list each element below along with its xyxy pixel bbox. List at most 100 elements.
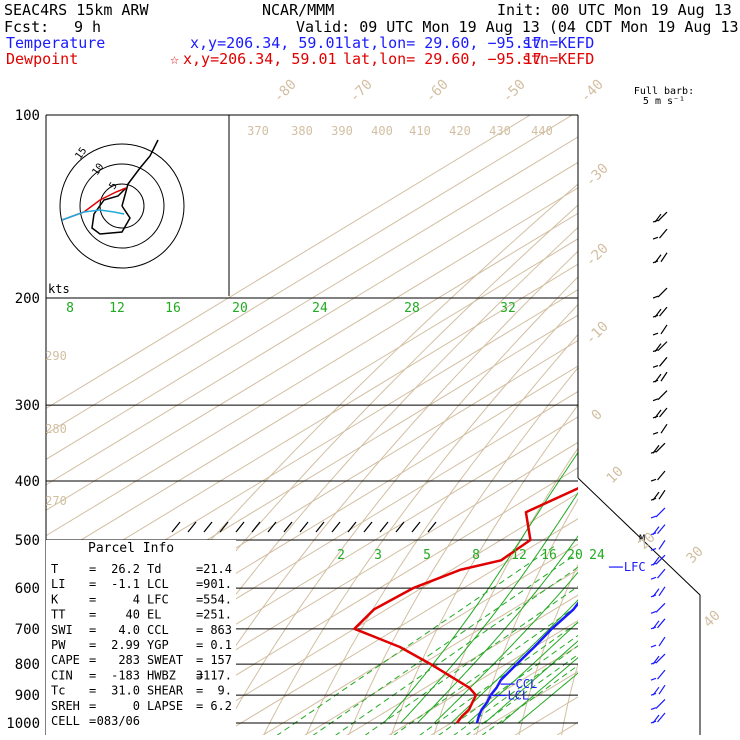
- parcel-info-key: CIN: [51, 668, 73, 682]
- isotherm-line: [430, 645, 578, 735]
- wind-barb: [659, 407, 668, 418]
- hatch-mark: [363, 521, 373, 533]
- wind-barb: [650, 644, 657, 648]
- parcel-info-value: 251.: [203, 608, 232, 622]
- moist-adiabat-line: [417, 535, 578, 724]
- wind-barb: [652, 295, 659, 299]
- parcel-info-eq: =: [196, 562, 203, 576]
- isotherm-label: -80: [271, 77, 300, 106]
- wind-barb: [652, 398, 659, 402]
- isotherm-line: [46, 212, 578, 537]
- wind-barb: [652, 332, 659, 336]
- wind-barb: [657, 524, 666, 535]
- wind-barb: [654, 343, 662, 352]
- parcel-info-key: HWBZ: [147, 668, 176, 682]
- isotherm-line: [46, 289, 578, 613]
- parcel-info-key: LFC: [147, 592, 169, 606]
- wind-barb: [652, 364, 659, 368]
- wind-barb: [652, 620, 660, 630]
- wind-barb: [655, 653, 666, 664]
- mixing-ratio-label: 16: [541, 548, 557, 563]
- mixing-ratio-line: [419, 621, 578, 735]
- isotherm-label: 30: [684, 544, 707, 567]
- dry-adiabat-line: [689, 128, 740, 736]
- level-marker-label: M: [639, 533, 645, 544]
- wind-barb: [652, 431, 659, 435]
- isotherm-label: -70: [347, 77, 376, 106]
- dry-adiabat-label: 440: [531, 124, 553, 138]
- mixing-ratio-line: [393, 604, 578, 735]
- parcel-info-value: 26.2: [111, 562, 140, 576]
- dry-adiabat-label: 370: [247, 124, 269, 138]
- pressure-label: 200: [15, 291, 40, 307]
- wind-barb: [657, 669, 666, 680]
- dry-adiabat-line: [561, 662, 578, 735]
- moist-adiabat-line: [383, 451, 578, 724]
- level-marker-label: LCL: [507, 688, 529, 702]
- parcel-info-key: SHEAR: [147, 684, 184, 698]
- moist-adiabat-label: 16: [165, 301, 181, 316]
- parcel-info-value: 863: [210, 623, 232, 637]
- parcel-info-key: LI: [51, 577, 65, 591]
- parcel-info-key: LAPSE: [147, 699, 183, 713]
- dry-adiabat-line: [178, 250, 578, 735]
- dry-adiabat-label: 430: [489, 124, 511, 138]
- wind-barb: [660, 423, 668, 434]
- isotherm-label: -60: [423, 77, 452, 106]
- isotherm-label: -20: [583, 241, 612, 270]
- hatch-mark: [427, 521, 437, 533]
- wind-barb: [655, 442, 666, 453]
- dry-adiabat-line: [390, 404, 578, 735]
- hatch-mark: [203, 521, 213, 533]
- parcel-info-value: 157: [210, 653, 232, 667]
- wind-barb: [657, 341, 668, 352]
- hodograph-ring: [79, 163, 165, 249]
- wind-barb: [650, 610, 657, 614]
- valid-time: Valid: 09 UTC Mon 19 Aug 13 (04 CDT Mon …: [296, 18, 740, 36]
- wind-barb: [650, 478, 657, 482]
- wind-barb: [652, 714, 660, 724]
- parcel-info-key: LCL: [147, 577, 169, 591]
- wind-barb: [657, 211, 668, 222]
- isotherm-label: -10: [583, 319, 612, 348]
- parcel-info-value: 083/06: [97, 714, 140, 728]
- dry-adiabat-line: [604, 128, 740, 736]
- parcel-info-eq: =: [89, 684, 96, 698]
- mixing-ratio-line: [438, 634, 578, 735]
- isotherm-line: [556, 721, 578, 735]
- temperature-stn: stn=KEFD: [522, 34, 595, 52]
- moist-adiabat-label: 24: [312, 301, 328, 316]
- wind-barb: [652, 686, 660, 696]
- frame-diagonal: [577, 477, 701, 735]
- hatch-mark: [187, 521, 197, 533]
- hatch-mark: [315, 521, 325, 533]
- wind-barb: [660, 324, 668, 335]
- parcel-info-value: 4: [133, 592, 140, 606]
- mixing-ratio-label: 24: [589, 548, 605, 563]
- isotherm-label: -50: [500, 77, 529, 106]
- pressure-label: 300: [15, 398, 40, 414]
- parcel-info-key: CAPE: [51, 653, 80, 667]
- wind-barb: [659, 356, 668, 367]
- parcel-info-eq: =: [89, 562, 96, 576]
- fcst-label: Fcst:: [4, 18, 50, 36]
- parcel-info-eq: =: [196, 684, 203, 698]
- dry-adiabat-line: [732, 128, 740, 736]
- isotherm-line: [346, 594, 578, 735]
- barb-note-line2: 5 m s⁻¹: [643, 96, 685, 107]
- isotherm-line: [136, 467, 578, 735]
- parcel-info-value: 4.0: [118, 623, 140, 637]
- wind-barb: [652, 491, 660, 501]
- hodograph-ring-label: 5: [107, 180, 119, 191]
- isotherm-line: [46, 187, 578, 511]
- parcel-info-value: 2.99: [111, 638, 140, 652]
- parcel-info-key: TT: [51, 608, 65, 622]
- parcel-info-eq: =: [89, 653, 96, 667]
- wind-barb: [659, 228, 668, 239]
- parcel-info-value: -183: [111, 668, 140, 682]
- wind-barb: [658, 636, 666, 647]
- wind-barb: [654, 308, 662, 318]
- wind-barb: [652, 444, 660, 454]
- wind-barb: [655, 554, 666, 565]
- dry-adiabat-line: [348, 367, 578, 735]
